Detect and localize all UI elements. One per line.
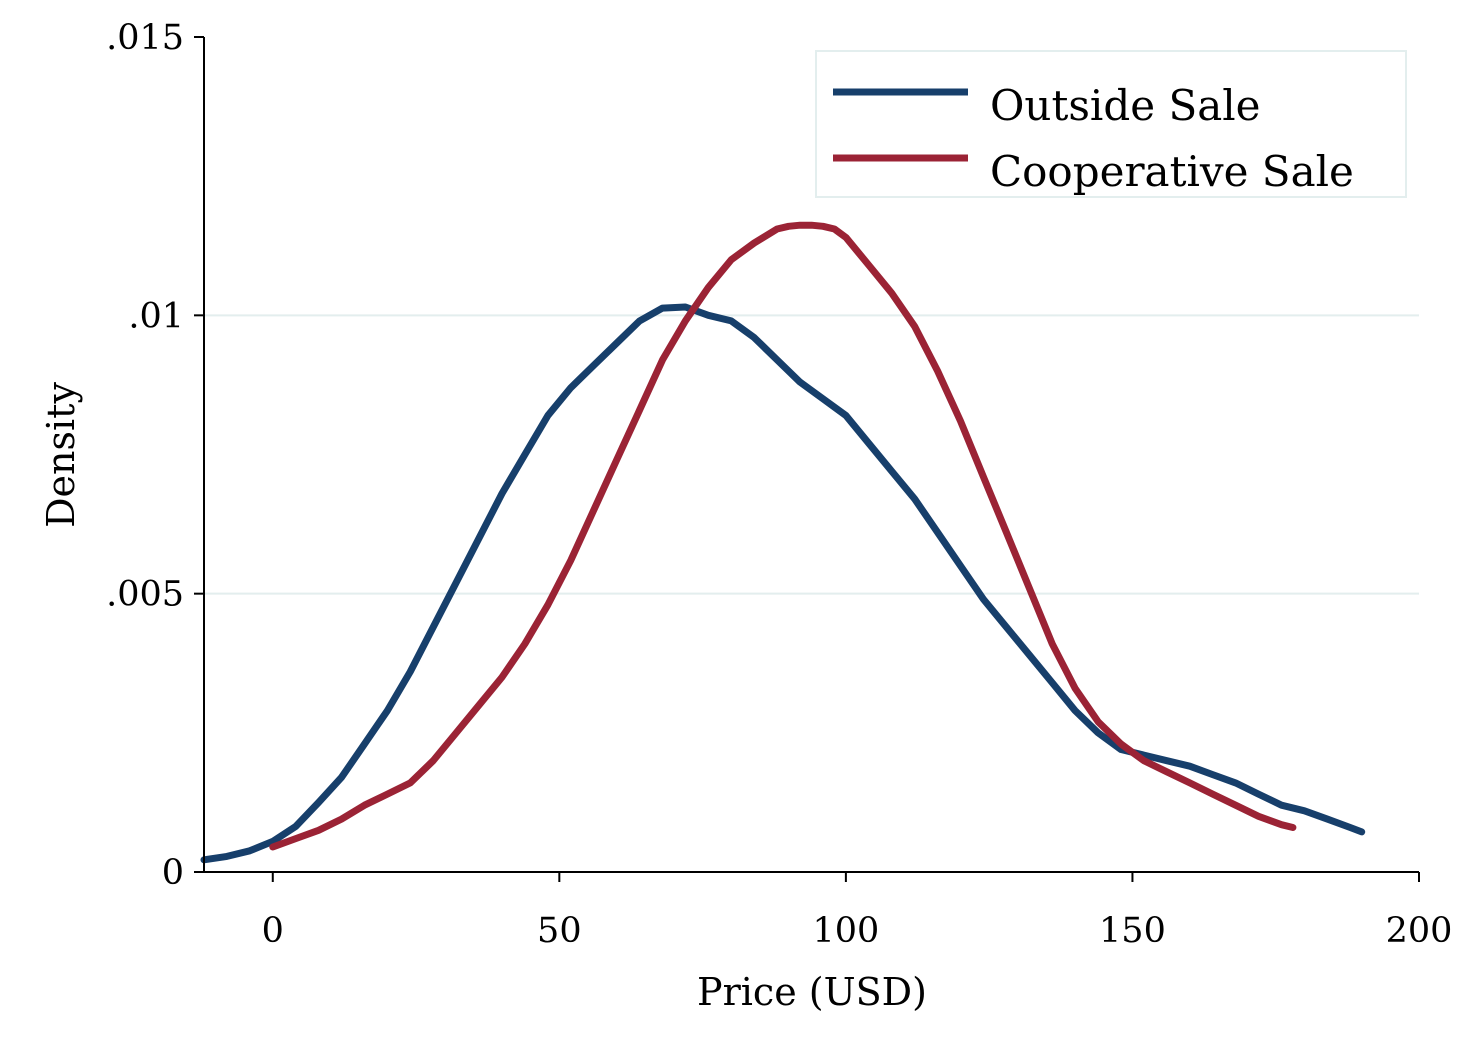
y-tick-label: .015	[106, 18, 184, 58]
axes	[203, 37, 1419, 873]
legend-box	[815, 50, 1407, 198]
series-lines	[200, 221, 1366, 864]
y-tick-label: .005	[106, 575, 184, 615]
series-line-outside-sale	[200, 303, 1366, 864]
x-axis-ticks: 0 50 100 150 200	[262, 872, 1453, 951]
y-tick-label: 0	[162, 853, 184, 893]
legend-label-cooperative-sale: Cooperative Sale	[990, 147, 1354, 196]
series-line-cooperative-sale	[269, 221, 1297, 851]
x-axis-label: Price (USD)	[697, 970, 927, 1014]
legend: Outside Sale Cooperative Sale	[815, 50, 1407, 198]
x-tick-label: 50	[537, 911, 582, 951]
x-tick-label: 0	[262, 911, 284, 951]
x-tick-label: 150	[1099, 911, 1166, 951]
x-tick-label: 100	[812, 911, 879, 951]
x-tick-label: 200	[1386, 911, 1453, 951]
grid-lines	[204, 314, 1419, 595]
y-axis-ticks: 0 .005 .01 .015	[106, 18, 204, 893]
y-tick-label: .01	[128, 296, 184, 336]
legend-label-outside-sale: Outside Sale	[990, 81, 1261, 130]
y-axis-label: Density	[39, 382, 83, 528]
